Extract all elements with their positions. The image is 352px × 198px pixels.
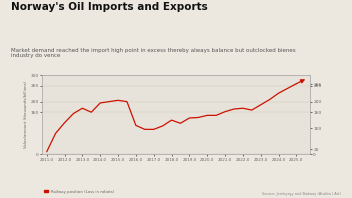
Text: Norway's Oil Imports and Exports: Norway's Oil Imports and Exports [11,2,207,12]
Y-axis label: Value/amount (thousands/billions): Value/amount (thousands/billions) [24,81,28,148]
Legend: Railway position (Loss in robots): Railway position (Loss in robots) [44,190,114,194]
Text: Source: Jernbyrgy and Badway (Atatba | Att): Source: Jernbyrgy and Badway (Atatba | A… [263,192,341,196]
Text: Market demand reached the import high point in excess thereby always balance but: Market demand reached the import high po… [11,48,295,58]
